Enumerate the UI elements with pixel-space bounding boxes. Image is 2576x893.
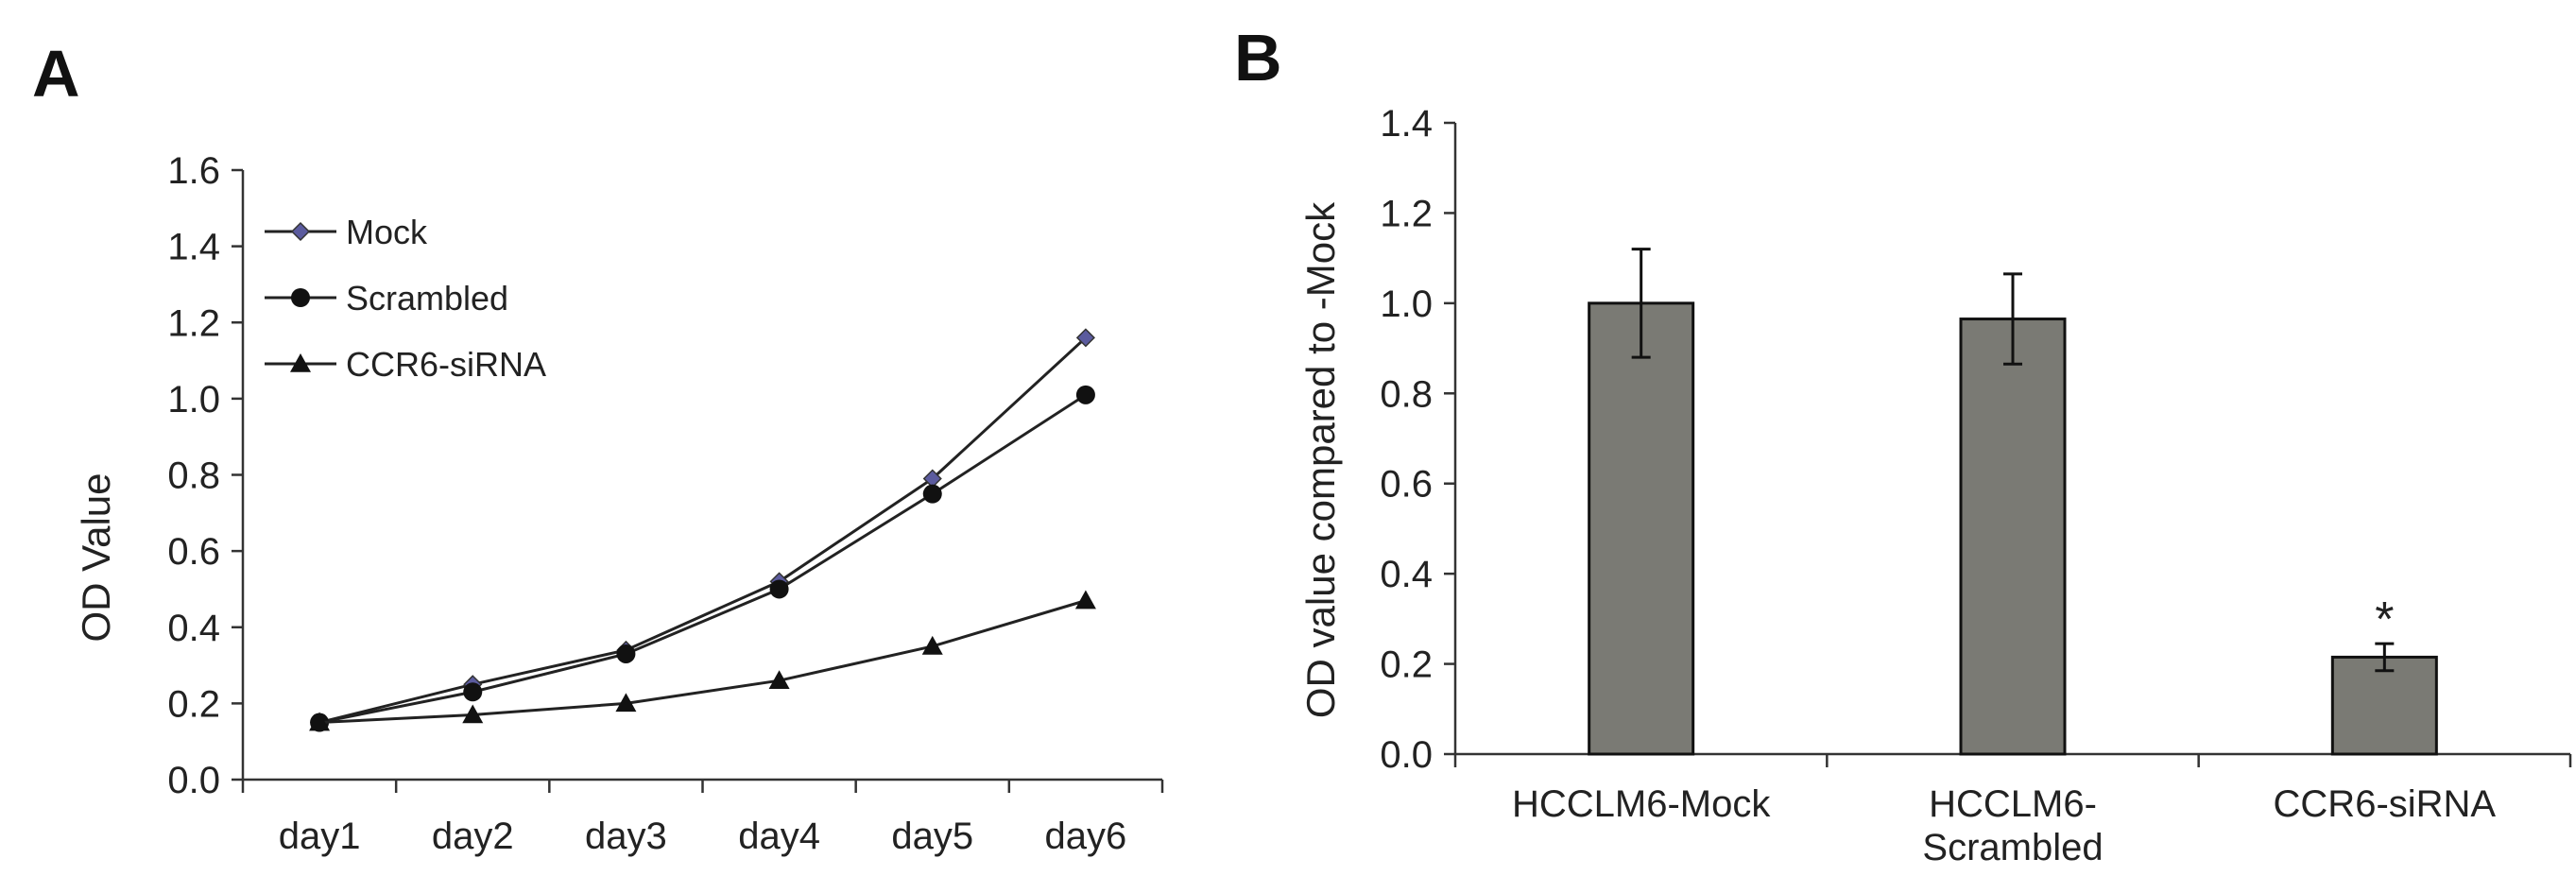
a-y-tick-label: 0.0 bbox=[167, 760, 220, 801]
a-data-point bbox=[768, 670, 790, 689]
a-y-tick-label: 1.0 bbox=[167, 379, 220, 421]
a-legend-marker bbox=[290, 353, 311, 372]
a-legend-marker bbox=[291, 288, 310, 307]
b-bar-group: * bbox=[2330, 592, 2438, 756]
a-series-line bbox=[318, 336, 1087, 724]
panel-a-y-axis-title: OD Value bbox=[74, 473, 118, 643]
b-y-tick-label: 0.0 bbox=[1380, 734, 1433, 776]
b-x-tick-label: HCCLM6- bbox=[1929, 783, 2097, 825]
panel-a: A OD Value 0.0 0.2 0.4 0.6 0.8 1.0 1.2 1.4 1.6 da… bbox=[32, 37, 1164, 857]
panel-a-series bbox=[309, 328, 1096, 732]
b-y-tick-label: 1.2 bbox=[1380, 193, 1433, 234]
a-data-point bbox=[921, 635, 943, 655]
a-series-line bbox=[319, 599, 1087, 725]
a-legend-entry: Scrambled bbox=[265, 279, 508, 318]
a-data-point bbox=[463, 682, 483, 702]
b-y-tick-label: 1.0 bbox=[1380, 283, 1433, 325]
b-x-tick-label: HCCLM6-Mock bbox=[1512, 783, 1771, 825]
panel-b-bars: * bbox=[1588, 248, 2438, 756]
b-x-tick-label: Scrambled bbox=[1922, 827, 2103, 868]
a-legend-label: Scrambled bbox=[346, 279, 508, 318]
a-x-tick-label: day2 bbox=[432, 816, 514, 857]
a-x-tick-label: day6 bbox=[1045, 816, 1127, 857]
b-y-tick-label: 1.4 bbox=[1380, 103, 1433, 145]
a-y-tick-label: 0.8 bbox=[167, 455, 220, 497]
panel-b-label: B bbox=[1234, 21, 1282, 94]
a-legend-label: Mock bbox=[346, 213, 428, 251]
a-x-tick-label: day3 bbox=[585, 816, 667, 857]
panel-b: B OD value compared to -Mock 0.00.20.40.… bbox=[1234, 21, 2572, 868]
a-data-point bbox=[462, 704, 484, 724]
a-data-point bbox=[309, 712, 331, 731]
a-data-point bbox=[769, 579, 789, 599]
b-bar bbox=[1588, 301, 1695, 756]
b-x-tick-label: CCR6-siRNA bbox=[2274, 783, 2497, 825]
a-data-point bbox=[1075, 385, 1095, 404]
a-y-tick-label: 0.6 bbox=[167, 531, 220, 573]
a-y-tick-label: 0.4 bbox=[167, 608, 220, 649]
a-y-tick-label: 1.2 bbox=[167, 302, 220, 344]
b-bar bbox=[2330, 655, 2438, 756]
b-bar-group bbox=[1959, 272, 2067, 756]
panel-a-axes: 0.0 0.2 0.4 0.6 0.8 1.0 1.2 1.4 1.6 day1 day2 day3 d… bbox=[167, 150, 1164, 857]
a-legend-entry: CCR6-siRNA bbox=[265, 345, 546, 384]
a-legend-marker bbox=[290, 221, 311, 242]
b-y-tick-label: 0.8 bbox=[1380, 373, 1433, 415]
a-data-point bbox=[1074, 590, 1096, 610]
a-x-tick-label: day5 bbox=[891, 816, 973, 857]
b-bar-group bbox=[1588, 248, 1695, 756]
a-y-tick-label: 1.4 bbox=[167, 227, 220, 268]
a-x-tick-label: day4 bbox=[738, 816, 820, 857]
a-series-line bbox=[318, 393, 1087, 725]
a-series-mock bbox=[310, 328, 1095, 732]
a-data-point bbox=[922, 484, 942, 504]
a-y-tick-label: 0.2 bbox=[167, 683, 220, 725]
b-significance-marker: * bbox=[2375, 592, 2394, 647]
panel-a-label: A bbox=[32, 37, 80, 111]
a-legend-entry: Mock bbox=[265, 213, 428, 251]
a-data-point bbox=[616, 644, 636, 663]
a-x-tick-label: day1 bbox=[279, 816, 361, 857]
a-data-point bbox=[1075, 328, 1095, 348]
b-y-tick-label: 0.2 bbox=[1380, 644, 1433, 686]
a-legend-label: CCR6-siRNA bbox=[346, 345, 546, 384]
b-y-tick-label: 0.4 bbox=[1380, 554, 1433, 595]
b-bar bbox=[1959, 318, 2067, 756]
panel-a-legend: Mock Scrambled CCR6-siRNA bbox=[265, 213, 546, 384]
a-series-ccr6-sirna bbox=[309, 590, 1096, 731]
panel-b-axes: 0.0 0.2 0.4 0.6 0.8 1.0 1.2 1.4 HCCLM6-Mock HCCLM… bbox=[1380, 103, 2572, 868]
b-y-tick-label: 0.6 bbox=[1380, 464, 1433, 506]
a-data-point bbox=[615, 693, 637, 713]
a-y-tick-label: 1.6 bbox=[167, 150, 220, 192]
panel-b-y-axis-title: OD value compared to -Mock bbox=[1298, 201, 1343, 718]
